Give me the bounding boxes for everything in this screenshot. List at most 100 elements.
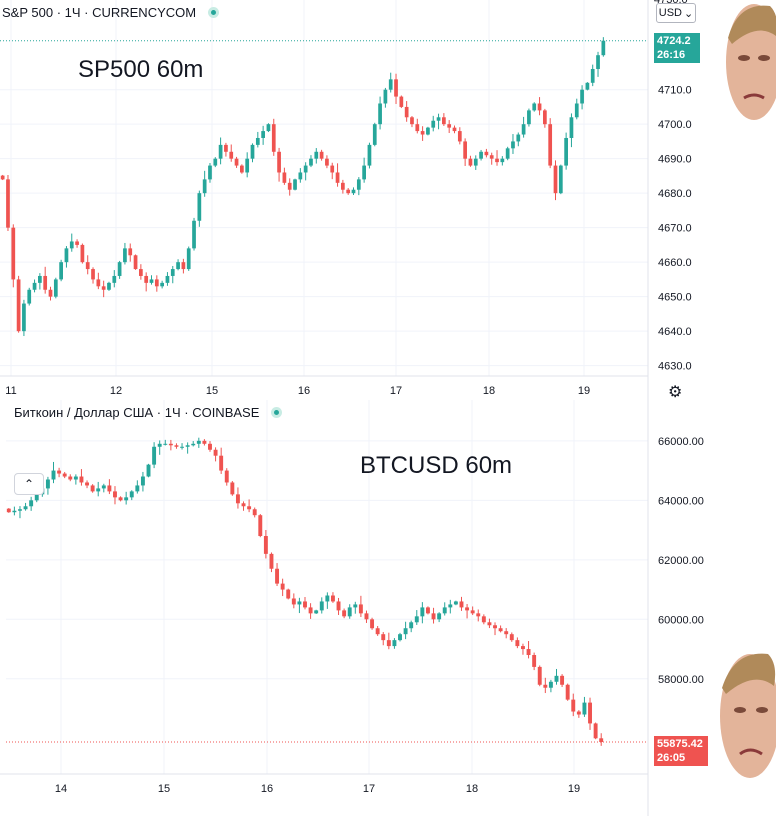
currency-button[interactable]: USD ⌄ [656,3,696,23]
sp500-symbol-label[interactable]: S&P 500 · 1Ч · CURRENCYCOM [2,5,220,20]
candle-body [420,131,425,135]
candle-body [69,241,74,249]
candle-body [287,182,292,190]
candle-body [436,117,441,121]
candle-body [560,675,565,685]
candle-body [342,610,347,617]
sp500-chart-svg[interactable]: 4630.0 4640.0 4650.0 4660.0 4670.0 4680.0 4690… [0,0,776,400]
candle-body [543,684,548,688]
candle-body [574,103,579,118]
candle-body [569,117,574,138]
candle-body [91,269,95,280]
candle-body [487,622,492,626]
candle-body [325,158,329,166]
candle-body [553,165,558,194]
candle-body [252,509,257,516]
candle-body [224,144,228,152]
btcusd-chart-svg[interactable]: 58000.00 60000.00 62000.00 64000.00 66000.00… [0,400,776,816]
candle-body [107,485,112,492]
candle-body [235,494,240,504]
candle-body [160,282,164,287]
candle-body [51,470,56,480]
candle-body [59,262,63,280]
btcusd-symbol-label[interactable]: Биткоин / Доллар США · 1Ч · COINBASE [14,405,283,420]
sp500-chart-panel[interactable]: 4630.0 4640.0 4650.0 4660.0 4670.0 4680.0 4690… [0,0,776,401]
candle-body [140,476,145,486]
candle-body [22,303,26,332]
candle-body [16,279,21,332]
face-sticker-top [726,4,776,120]
market-status-icon[interactable] [208,7,220,18]
candle-body [425,607,430,614]
candle-body [96,279,101,287]
collapse-button[interactable]: ⌃ [14,473,44,495]
candle-body [431,613,436,620]
candle-body [409,622,414,629]
candle-body [271,124,276,152]
price-tick-label: 4690.0 [658,154,692,166]
candle-body [185,445,190,447]
candle-body [234,158,239,166]
market-status-icon[interactable] [271,407,283,418]
candle-body [124,497,129,501]
candle-body [213,449,218,456]
candle-body [442,607,447,614]
candle-body [599,738,604,743]
candle-body [521,646,525,650]
candle-body [346,189,351,194]
candle-body [240,165,244,173]
candle-body [96,488,101,492]
candle-body [526,649,531,656]
candle-body [73,476,78,480]
btcusd-symbol-text: Биткоин / Доллар США · 1Ч · COINBASE [14,405,260,420]
candle-body [275,568,280,584]
candle-body [335,172,340,183]
price-tick-label: 62000.00 [658,555,704,567]
time-tick-label: 17 [390,385,402,397]
candle-body [133,255,138,270]
candle-body [511,141,515,149]
candle-body [410,117,414,125]
candle-body [34,494,39,501]
candle-body [590,68,595,83]
time-tick-label: 12 [110,385,122,397]
candle-body [442,117,446,125]
candle-body [394,79,398,97]
candle-body [11,227,16,280]
candle-body [286,589,291,599]
candle-body [398,634,402,641]
price-tick-label: 4700.0 [658,119,692,131]
candle-body [75,241,79,245]
candle-body [157,443,162,447]
candle-body [113,491,117,498]
candle-body [241,503,246,507]
candle-body [112,275,117,283]
candle-body [180,446,185,448]
candle-body [6,179,10,228]
btcusd-overlay-title: BTCUSD 60m [360,452,513,479]
gear-icon[interactable]: ⚙ [668,384,683,401]
candle-body [500,158,505,163]
candle-body [6,508,11,513]
candle-body [53,279,58,297]
sp500-overlay-title: SP500 60m [78,56,204,83]
time-tick-label: 17 [363,783,375,795]
candle-body [548,681,553,688]
candle-body [515,640,520,647]
candle-body [325,595,330,602]
candle-body [117,262,122,276]
candle-body [484,151,489,156]
price-tick-label: 4660.0 [658,257,692,269]
candle-body [282,172,287,183]
candle-body [123,248,127,263]
candle-body [537,103,542,111]
candle-body [601,40,606,56]
candle-body [554,675,559,682]
time-tick-label: 11 [5,385,16,397]
candle-body [230,482,235,495]
candle-body [90,485,95,492]
candle-body [505,148,510,159]
candle-body [375,628,380,635]
candle-body [527,110,531,125]
btcusd-chart-panel[interactable]: 58000.00 60000.00 62000.00 64000.00 66000.00… [0,400,776,816]
